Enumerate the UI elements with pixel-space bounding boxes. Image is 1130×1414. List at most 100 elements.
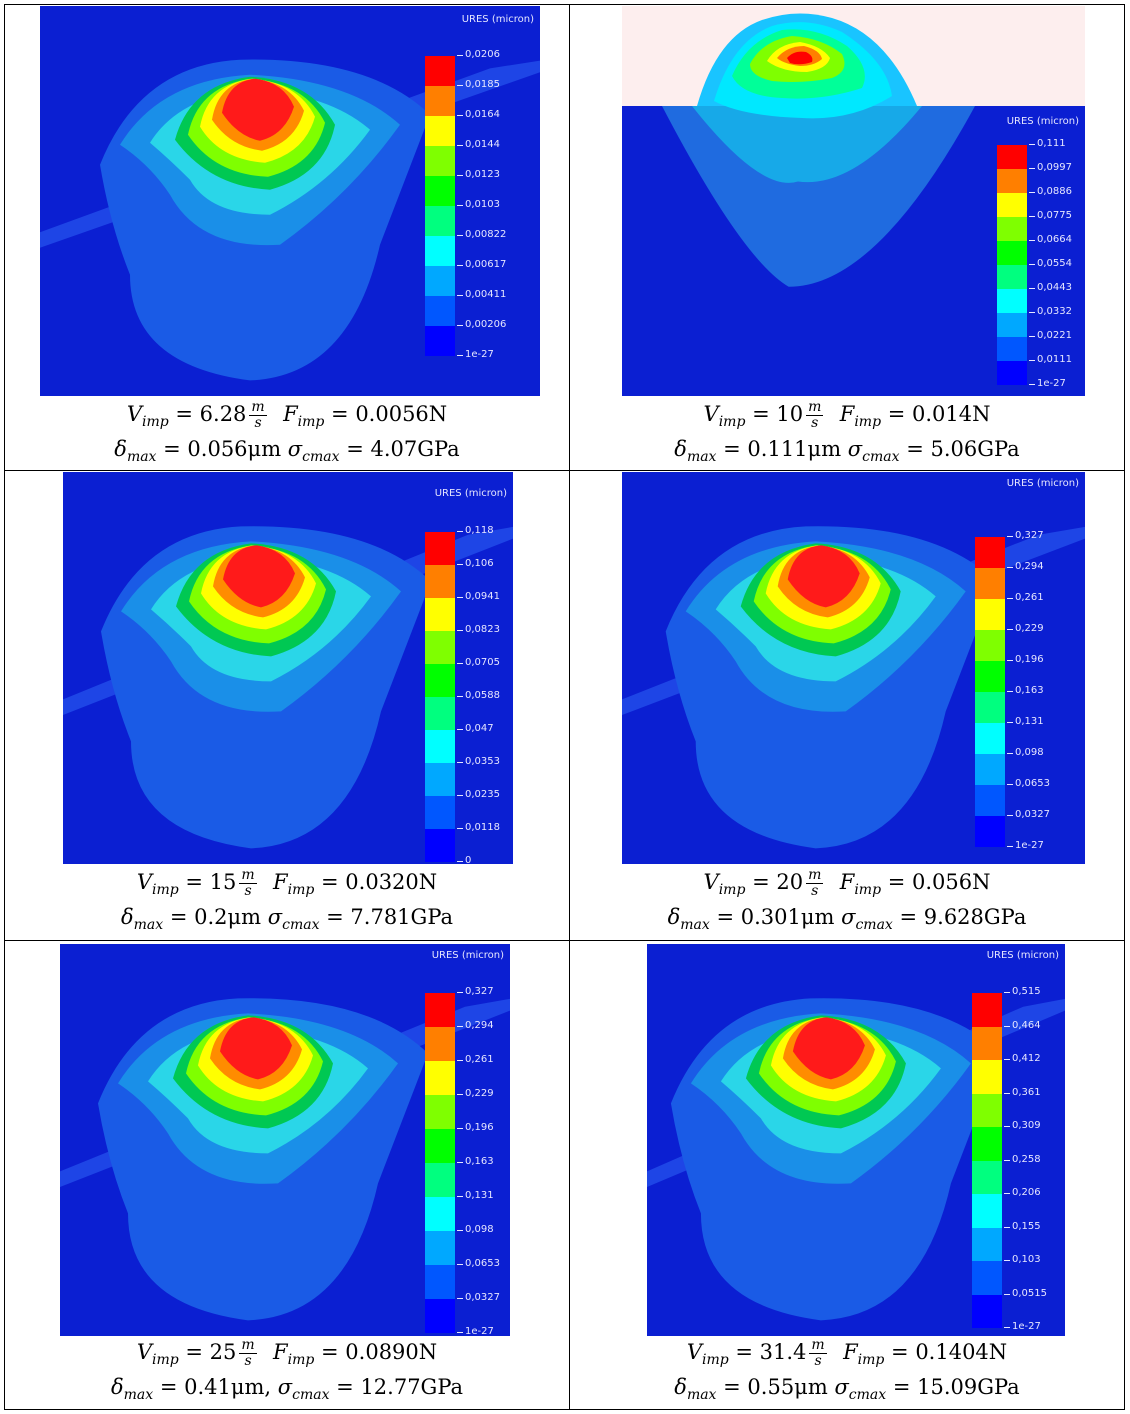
legend-color-band: [425, 565, 455, 598]
table-border-right: [1124, 4, 1125, 1410]
legend-color-band: [997, 337, 1027, 361]
table-row-divider-1: [4, 470, 1125, 471]
legend-color-band: [975, 599, 1005, 630]
legend-color-band: [975, 754, 1005, 785]
legend-color-band: [997, 145, 1027, 169]
caption-velocity-force: Vimp = 20 m s Fimp = 0.056N: [570, 868, 1124, 903]
legend-color-bar: [425, 532, 455, 862]
legend-tick-label: 0,00411: [456, 289, 507, 300]
legend-color-band: [975, 661, 1005, 692]
legend-color-band: [425, 1095, 455, 1129]
displacement-subscript: max: [123, 1387, 154, 1403]
simulation-image: URES (micron) 0,327 0,294 0,261 0,229 0,196 0,…: [60, 944, 510, 1336]
legend-tick-label: 0,196: [457, 1122, 494, 1133]
legend-color-band: [972, 1060, 1002, 1094]
legend-tick-label: 0,098: [1007, 747, 1044, 758]
caption-displacement-stress: δmax = 0.2μm σcmax = 7.781GPa: [5, 904, 569, 938]
legend-tick-label: 0,0653: [457, 1258, 500, 1269]
legend-color-band: [425, 266, 455, 296]
legend-color-band: [972, 993, 1002, 1027]
legend-color-band: [972, 1294, 1002, 1328]
legend-tick-label: 0,155: [1004, 1220, 1041, 1232]
legend-tick-label: 0,464: [1004, 1019, 1041, 1031]
legend-tick-label: 0,0664: [1029, 234, 1072, 245]
table-row-divider-2: [4, 940, 1125, 941]
caption-displacement-stress: δmax = 0.55μm σcmax = 15.09GPa: [570, 1374, 1124, 1408]
legend-tick-label: 0,163: [457, 1156, 494, 1167]
legend-color-band: [972, 1227, 1002, 1261]
legend-color-band: [425, 1027, 455, 1061]
stress-value: = 12.77GPa: [336, 1375, 464, 1399]
force-symbol: F: [273, 870, 288, 894]
legend-color-band: [972, 1127, 1002, 1161]
legend-tick-label: 0,131: [457, 1190, 494, 1201]
legend-color-bar: [425, 56, 455, 356]
stress-value: = 7.781GPa: [326, 905, 454, 929]
unit-denominator: s: [254, 415, 262, 431]
stress-symbol: σ: [277, 1375, 293, 1399]
legend-tick-label: 0,111: [1029, 138, 1066, 149]
legend-color-band: [425, 1129, 455, 1163]
displacement-contour-plot: [622, 472, 1085, 864]
force-subscript: imp: [854, 882, 882, 898]
simulation-image: URES (micron) 0,118 0,106 0,0941 0,0823 0,070…: [63, 472, 513, 864]
force-symbol: F: [273, 1340, 288, 1364]
legend-color-band: [425, 86, 455, 116]
legend-color-band: [425, 326, 455, 356]
displacement-subscript: max: [680, 917, 710, 933]
caption-displacement-stress: δmax = 0.301μm σcmax = 9.628GPa: [570, 904, 1124, 938]
displacement-symbol: δ: [114, 437, 127, 461]
table-border-top: [4, 4, 1125, 5]
legend-tick-label: 0,515: [1004, 986, 1041, 997]
legend-color-bar: [972, 993, 1002, 1328]
legend-tick-label: 0,309: [1004, 1120, 1041, 1131]
velocity-subscript: imp: [152, 1352, 179, 1368]
force-value: = 0.014N: [887, 402, 991, 426]
legend-color-band: [972, 1160, 1002, 1194]
legend-tick-label: 0,0886: [1029, 186, 1072, 197]
displacement-symbol: δ: [674, 1375, 687, 1399]
displacement-subscript: max: [686, 449, 717, 465]
force-value: = 0.1404N: [891, 1340, 1008, 1364]
legend-tick-label: 1e-27: [1029, 378, 1066, 389]
unit-denominator: s: [244, 1353, 252, 1369]
legend-tick-label: 0,047: [457, 723, 494, 734]
legend-tick-label: 0,0111: [1029, 354, 1072, 365]
legend-tick-label: 0,0221: [1029, 330, 1072, 341]
stress-value: = 15.09GPa: [892, 1375, 1020, 1399]
legend-tick-label: 0,412: [1004, 1053, 1041, 1064]
velocity-symbol: V: [703, 402, 719, 426]
unit-numerator: m: [239, 1337, 257, 1354]
legend-tick-label: 0,0588: [457, 690, 500, 701]
stress-symbol: σ: [287, 437, 303, 461]
displacement-symbol: δ: [674, 437, 687, 461]
legend-title: URES (micron): [1006, 478, 1079, 489]
legend-color-band: [972, 1026, 1002, 1060]
displacement-contour-plot: [647, 944, 1065, 1336]
velocity-subscript: imp: [701, 1352, 729, 1368]
legend-color-band: [975, 723, 1005, 754]
legend-color-band: [975, 537, 1005, 568]
table-divider-center: [569, 4, 570, 1410]
legend-color-band: [425, 206, 455, 236]
legend-color-band: [425, 829, 455, 862]
force-subscript: imp: [854, 414, 882, 430]
legend-tick-label: 0,206: [1004, 1187, 1041, 1198]
velocity-value: = 31.4: [735, 1340, 807, 1364]
legend-color-band: [425, 1265, 455, 1299]
unit-denominator: s: [811, 883, 819, 899]
legend-color-band: [975, 568, 1005, 599]
caption-velocity-force: Vimp = 6.28 m s Fimp = 0.0056N: [5, 400, 569, 435]
legend-tick-label: 0,0103: [457, 199, 500, 210]
legend-tick-label: 0,0206: [457, 49, 500, 60]
displacement-subscript: max: [126, 449, 157, 465]
legend-color-band: [425, 993, 455, 1027]
force-value: = 0.0320N: [321, 870, 438, 894]
force-symbol: F: [843, 1340, 858, 1364]
stress-subscript: cmax: [282, 917, 320, 933]
legend-color-band: [425, 56, 455, 86]
legend-tick-label: 0,294: [1007, 561, 1044, 572]
legend-color-band: [972, 1194, 1002, 1228]
